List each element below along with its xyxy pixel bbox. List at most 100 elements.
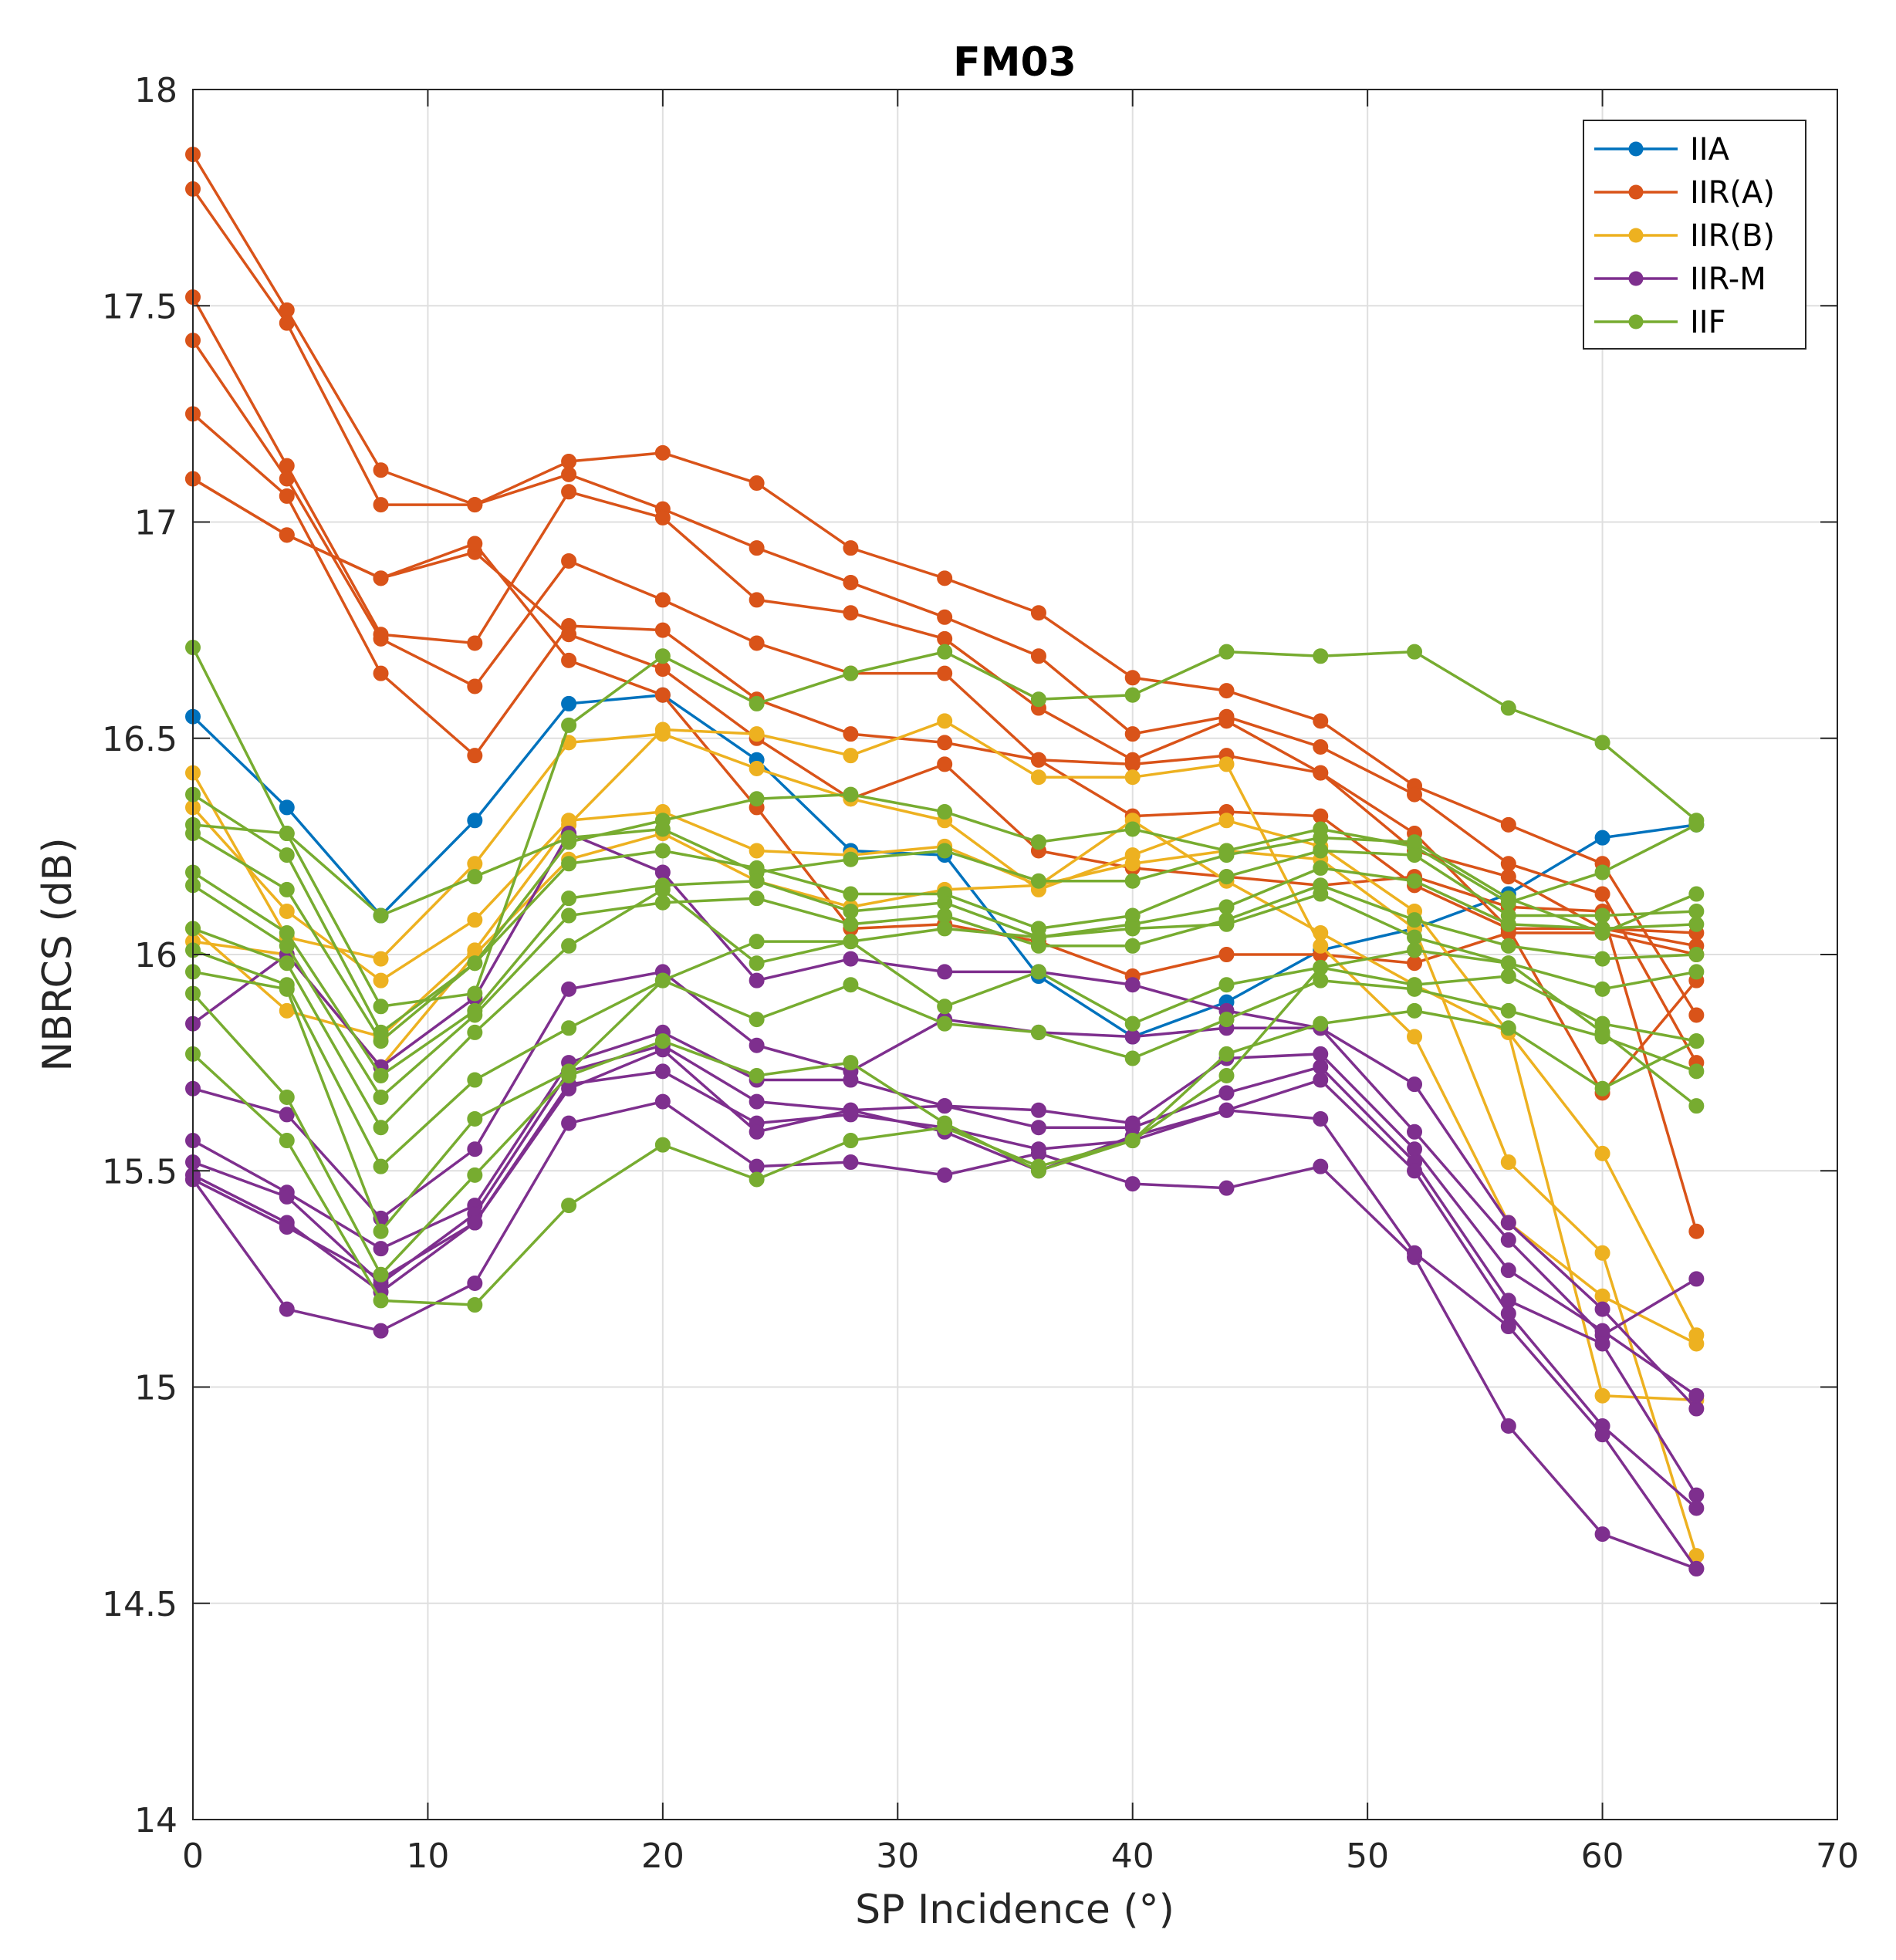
data-point <box>937 630 953 647</box>
data-point <box>467 635 483 651</box>
data-point <box>373 951 389 967</box>
data-point <box>561 938 577 954</box>
data-point <box>654 661 671 678</box>
data-point <box>1218 1180 1235 1196</box>
data-point <box>749 1067 765 1083</box>
data-point <box>937 735 953 751</box>
data-point <box>1688 947 1705 962</box>
data-point <box>1500 1002 1516 1019</box>
data-point <box>1124 1176 1141 1192</box>
data-point <box>1124 769 1141 786</box>
data-point <box>1313 1072 1329 1088</box>
data-point <box>1688 964 1705 980</box>
x-tick-label: 60 <box>1581 1837 1624 1876</box>
tick-layer: 0 10 20 30 40 50 60 70 14 14.5 15 15.5 16 16.5 17 17.5 1… <box>102 71 1859 1876</box>
data-point <box>1594 1301 1610 1317</box>
data-point <box>561 1020 577 1036</box>
data-point <box>749 972 765 988</box>
data-point <box>843 605 859 621</box>
data-point <box>1688 903 1705 919</box>
data-point <box>1407 1076 1423 1093</box>
y-tick-label: 17.5 <box>102 287 177 326</box>
x-axis-label: SP Incidence (°) <box>855 1887 1174 1933</box>
data-point <box>1594 886 1610 902</box>
data-point <box>1407 1002 1423 1019</box>
data-point <box>373 1120 389 1136</box>
data-point <box>1218 1067 1235 1083</box>
data-point <box>1500 1154 1516 1171</box>
data-point <box>1594 1024 1610 1040</box>
data-point <box>467 1024 483 1040</box>
data-point <box>843 665 859 681</box>
data-point <box>937 1098 953 1114</box>
data-point <box>654 1033 671 1049</box>
data-point <box>654 592 671 608</box>
series-iir-m-17 <box>185 1093 1705 1576</box>
legend-marker <box>1628 141 1644 157</box>
data-point <box>843 1055 859 1071</box>
data-point <box>1594 1288 1610 1304</box>
legend-label: IIR(A) <box>1690 175 1775 211</box>
data-point <box>749 695 765 711</box>
data-point <box>279 955 295 972</box>
data-point <box>1688 1098 1705 1114</box>
data-point <box>1500 955 1516 972</box>
legend: IIA IIR(A) IIR(B) IIR-M IIF <box>1583 120 1806 350</box>
series-iif-25 <box>185 881 1705 1136</box>
data-point <box>279 924 295 941</box>
data-point <box>843 540 859 556</box>
data-point <box>1500 1418 1516 1434</box>
data-point <box>1688 1336 1705 1352</box>
data-point <box>373 972 389 988</box>
data-point <box>937 921 953 937</box>
data-point <box>843 951 859 967</box>
data-point <box>1218 847 1235 863</box>
data-point <box>373 1241 389 1257</box>
data-point <box>937 756 953 772</box>
data-point <box>843 934 859 950</box>
data-point <box>1688 1063 1705 1080</box>
data-point <box>1688 1271 1705 1287</box>
data-point <box>843 748 859 764</box>
data-point <box>843 886 859 902</box>
data-point <box>654 864 671 880</box>
data-point <box>1124 1029 1141 1045</box>
data-point <box>843 726 859 742</box>
data-point <box>1218 756 1235 772</box>
data-point <box>937 570 953 586</box>
data-point <box>467 1072 483 1088</box>
data-point <box>1124 1133 1141 1149</box>
x-tick-label: 40 <box>1111 1837 1154 1876</box>
data-point <box>467 955 483 972</box>
legend-entry-iir-b: IIR(B) <box>1594 218 1775 254</box>
data-point <box>373 1067 389 1083</box>
data-point <box>279 1089 295 1105</box>
data-point <box>843 1102 859 1118</box>
data-point <box>1688 1487 1705 1503</box>
data-point <box>279 847 295 863</box>
data-point <box>749 1037 765 1053</box>
data-point <box>467 497 483 513</box>
data-point <box>937 804 953 820</box>
legend-label: IIR-M <box>1690 262 1766 297</box>
data-point <box>1218 813 1235 829</box>
legend-entry-iia: IIA <box>1594 132 1730 167</box>
data-point <box>843 851 859 867</box>
data-point <box>1594 1336 1610 1352</box>
data-point <box>749 934 765 950</box>
data-point <box>1030 834 1046 850</box>
data-point <box>279 799 295 816</box>
data-point <box>654 1137 671 1153</box>
data-point <box>561 830 577 846</box>
data-point <box>749 791 765 807</box>
data-point <box>749 726 765 742</box>
data-point <box>749 1012 765 1028</box>
data-point <box>749 860 765 876</box>
data-point <box>1500 1215 1516 1231</box>
data-point <box>749 760 765 776</box>
data-point <box>373 999 389 1015</box>
data-point <box>1500 816 1516 833</box>
data-point <box>279 471 295 487</box>
data-point <box>1313 648 1329 664</box>
data-point <box>373 1158 389 1174</box>
